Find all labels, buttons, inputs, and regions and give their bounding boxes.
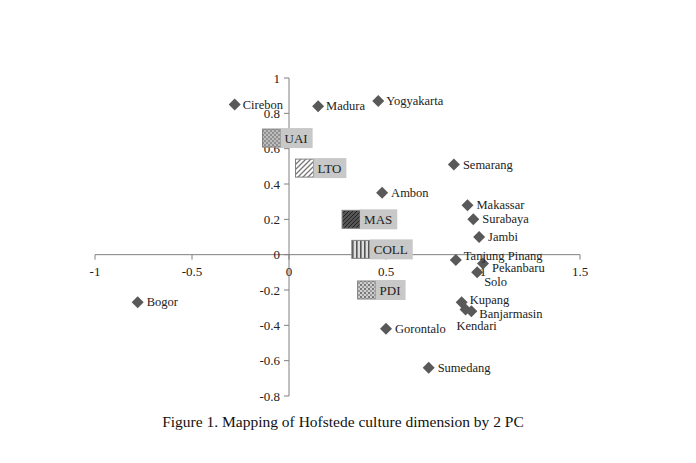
point [450,254,462,266]
point-label: Semarang [463,158,514,172]
x-tick-label: -0.5 [182,264,203,279]
dimension-label: MAS [360,209,397,229]
dimension-label: COLL [370,239,413,259]
y-tick [284,254,289,255]
point [229,99,241,111]
dimension-marker [352,240,370,258]
y-tick-label: 0.4 [264,177,281,192]
dimension-label-text: UAI [285,131,308,146]
point-label: Surabaya [482,212,529,226]
point [473,231,485,243]
point-label: Solo [484,275,507,289]
y-tick [284,360,289,361]
axes: -1-0.500.511.5-0.8-0.6-0.4-0.200.20.40.6… [90,71,589,404]
dimension-label-text: MAS [364,212,392,227]
x-tick [289,255,290,260]
x-tick-label: 0 [286,264,293,279]
chart: -1-0.500.511.5-0.8-0.6-0.4-0.200.20.40.6… [0,0,696,463]
x-tick [580,255,581,260]
dimension-label-text: LTO [318,161,342,176]
y-axis-line [289,78,290,396]
y-tick-label: -0.8 [259,389,280,404]
dimension-label-text: PDI [380,283,401,298]
point [132,296,144,308]
label-box [370,239,413,259]
point [312,100,324,112]
point [376,187,388,199]
point-label: Pekanbaru [492,261,546,275]
point [380,323,392,335]
point [423,362,435,374]
dimension-marker [342,210,360,228]
labels: Cirebon Madura Yogyakarta Semarang Ambon Maka… [147,94,546,375]
y-tick [284,184,289,185]
label-box [376,280,406,300]
label-box [281,128,313,148]
dimension-label: LTO [314,158,347,178]
y-tick-label: 0 [274,247,281,262]
point-label: Cirebon [243,98,284,112]
point-label: Madura [326,99,365,113]
label-box [314,158,347,178]
point-label: Sumedang [438,361,492,375]
x-tick [95,255,96,260]
point-label: Yogyakarta [386,94,444,108]
point [448,159,460,171]
y-tick [284,219,289,220]
dimension-label: UAI [281,128,313,148]
point-label: Jambi [488,230,518,244]
point [372,95,384,107]
y-tick [284,148,289,149]
dimension-marker [263,129,281,147]
point [471,266,483,278]
x-tick-label: 0.5 [378,264,394,279]
point [461,199,473,211]
y-tick [284,113,289,114]
dimension-marker [358,281,376,299]
dimension-label: PDI [376,280,406,300]
label-box [360,209,397,229]
point-label: Ambon [391,186,429,200]
point [467,213,479,225]
caption: Figure 1. Mapping of Hofstede culture di… [162,413,524,430]
y-tick-label: 1 [274,71,281,86]
y-tick-label: -0.4 [259,318,280,333]
x-tick-label: -1 [90,264,101,279]
point-label: Kupang [470,293,510,307]
point-label: Gorontalo [395,322,446,336]
dimension-marker [296,159,314,177]
x-tick [192,255,193,260]
y-tick-label: 0.2 [264,212,280,227]
point-label: Makassar [476,198,525,212]
marks [132,95,489,374]
dimension-label-text: COLL [374,242,408,257]
point-label: Kendari [457,319,498,333]
point-label: Bogor [147,295,179,309]
x-tick-label: 1.5 [572,264,588,279]
y-tick [284,78,289,79]
y-tick-label: -0.2 [259,283,280,298]
y-tick-label: -0.6 [259,353,280,368]
y-tick [284,290,289,291]
y-tick [284,396,289,397]
y-tick [284,325,289,326]
